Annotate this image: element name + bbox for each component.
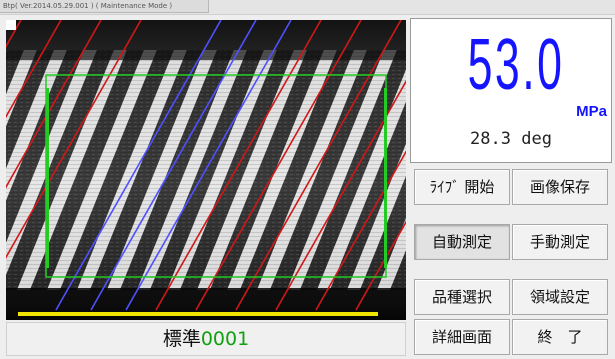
red-guide-line bbox=[275, 79, 406, 311]
grade-display: 標準0001 bbox=[6, 322, 406, 356]
red-guide-line bbox=[6, 20, 102, 189]
live-start-button[interactable]: ﾗｲﾌﾞ 開始 bbox=[414, 169, 510, 205]
roi-left-edge bbox=[46, 88, 49, 268]
window-title: Btp( Ver.2014.05.29.001 ) ( Maintenance … bbox=[0, 0, 209, 13]
blue-guide-line bbox=[125, 20, 292, 311]
save-image-button[interactable]: 画像保存 bbox=[512, 169, 608, 205]
angle-value: 28.3 deg bbox=[470, 129, 552, 149]
red-guide-lines bbox=[6, 20, 406, 311]
manual-measure-button[interactable]: 手動測定 bbox=[512, 224, 608, 260]
grade-number: 0001 bbox=[200, 328, 250, 350]
view-corner-marker bbox=[6, 20, 16, 30]
top-shadow bbox=[6, 20, 406, 60]
blue-guide-line bbox=[90, 20, 257, 311]
red-guide-line bbox=[355, 220, 406, 311]
red-guide-line bbox=[6, 20, 62, 119]
auto-measure-button[interactable]: 自動測定 bbox=[414, 224, 510, 260]
red-guide-line bbox=[155, 20, 322, 311]
area-setting-button[interactable]: 領域設定 bbox=[512, 279, 608, 315]
detail-screen-button[interactable]: 詳細画面 bbox=[414, 319, 510, 355]
grade-label: 標準 bbox=[162, 328, 201, 350]
camera-image bbox=[6, 20, 406, 320]
red-guide-line bbox=[6, 20, 142, 259]
red-guide-line bbox=[235, 20, 402, 311]
exit-button[interactable]: 終 了 bbox=[512, 319, 608, 355]
roi-right-edge bbox=[384, 88, 387, 268]
blue-guide-lines bbox=[55, 20, 292, 311]
red-guide-line bbox=[195, 20, 362, 311]
blue-guide-line bbox=[55, 20, 222, 311]
title-bar: Btp( Ver.2014.05.29.001 ) ( Maintenance … bbox=[0, 0, 615, 15]
select-type-button[interactable]: 品種選択 bbox=[414, 279, 510, 315]
stress-unit: MPa bbox=[576, 103, 607, 120]
stress-value: 53.0 bbox=[467, 25, 565, 105]
intensity-bar bbox=[18, 312, 378, 316]
measurement-readout: 53.0 MPa 28.3 deg bbox=[410, 18, 612, 163]
camera-view[interactable] bbox=[6, 20, 406, 320]
red-guide-line bbox=[315, 150, 406, 311]
